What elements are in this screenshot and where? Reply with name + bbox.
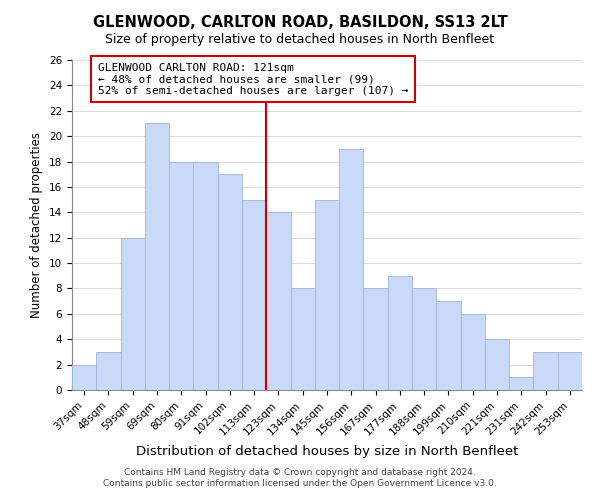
Bar [485,339,509,390]
X-axis label: Distribution of detached houses by size in North Benfleet: Distribution of detached houses by size … [136,445,518,458]
Bar [388,276,412,390]
Text: GLENWOOD CARLTON ROAD: 121sqm
← 48% of detached houses are smaller (99)
52% of s: GLENWOOD CARLTON ROAD: 121sqm ← 48% of d… [97,62,408,96]
Bar [290,288,315,390]
Bar [242,200,266,390]
Bar [509,378,533,390]
Bar [558,352,582,390]
Bar [218,174,242,390]
Text: Contains HM Land Registry data © Crown copyright and database right 2024.
Contai: Contains HM Land Registry data © Crown c… [103,468,497,487]
Bar [412,288,436,390]
Bar [169,162,193,390]
Text: Size of property relative to detached houses in North Benfleet: Size of property relative to detached ho… [106,32,494,46]
Bar [145,124,169,390]
Bar [266,212,290,390]
Y-axis label: Number of detached properties: Number of detached properties [31,132,43,318]
Bar [461,314,485,390]
Text: GLENWOOD, CARLTON ROAD, BASILDON, SS13 2LT: GLENWOOD, CARLTON ROAD, BASILDON, SS13 2… [92,15,508,30]
Bar [121,238,145,390]
Bar [364,288,388,390]
Bar [193,162,218,390]
Bar [339,149,364,390]
Bar [315,200,339,390]
Bar [72,364,96,390]
Bar [96,352,121,390]
Bar [436,301,461,390]
Bar [533,352,558,390]
